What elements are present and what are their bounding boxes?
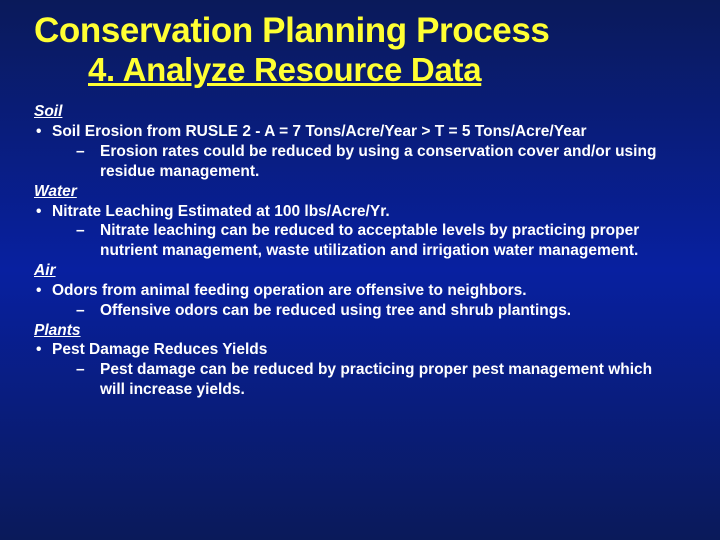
sub-text: Erosion rates could be reduced by using … (100, 142, 690, 182)
title-line2: 4. Analyze Resource Data (34, 51, 690, 89)
sub-text: Pest damage can be reduced by practicing… (100, 360, 690, 400)
sub-text: Offensive odors can be reduced using tre… (100, 301, 690, 321)
bullet-text: Odors from animal feeding operation are … (52, 281, 690, 301)
bullet-mark-icon: • (34, 202, 52, 222)
sub-text: Nitrate leaching can be reduced to accep… (100, 221, 690, 261)
slide: Conservation Planning Process 4. Analyze… (0, 0, 720, 540)
dash-mark-icon: – (76, 301, 100, 321)
sub-bullet-plants: – Pest damage can be reduced by practici… (34, 360, 690, 400)
bullet-mark-icon: • (34, 340, 52, 360)
bullet-soil: • Soil Erosion from RUSLE 2 - A = 7 Tons… (34, 122, 690, 142)
bullet-plants: • Pest Damage Reduces Yields (34, 340, 690, 360)
title-line1: Conservation Planning Process (34, 12, 690, 51)
bullet-mark-icon: • (34, 122, 52, 142)
dash-mark-icon: – (76, 360, 100, 380)
dash-mark-icon: – (76, 221, 100, 241)
content-block: Soil • Soil Erosion from RUSLE 2 - A = 7… (30, 102, 690, 399)
bullet-air: • Odors from animal feeding operation ar… (34, 281, 690, 301)
bullet-mark-icon: • (34, 281, 52, 301)
bullet-text: Soil Erosion from RUSLE 2 - A = 7 Tons/A… (52, 122, 690, 142)
bullet-water: • Nitrate Leaching Estimated at 100 lbs/… (34, 202, 690, 222)
section-heading-plants: Plants (34, 321, 690, 341)
dash-mark-icon: – (76, 142, 100, 162)
section-heading-water: Water (34, 182, 690, 202)
sub-bullet-air: – Offensive odors can be reduced using t… (34, 301, 690, 321)
title-block: Conservation Planning Process 4. Analyze… (30, 12, 690, 88)
section-heading-soil: Soil (34, 102, 690, 122)
sub-bullet-soil: – Erosion rates could be reduced by usin… (34, 142, 690, 182)
section-heading-air: Air (34, 261, 690, 281)
bullet-text: Pest Damage Reduces Yields (52, 340, 690, 360)
sub-bullet-water: – Nitrate leaching can be reduced to acc… (34, 221, 690, 261)
bullet-text: Nitrate Leaching Estimated at 100 lbs/Ac… (52, 202, 690, 222)
